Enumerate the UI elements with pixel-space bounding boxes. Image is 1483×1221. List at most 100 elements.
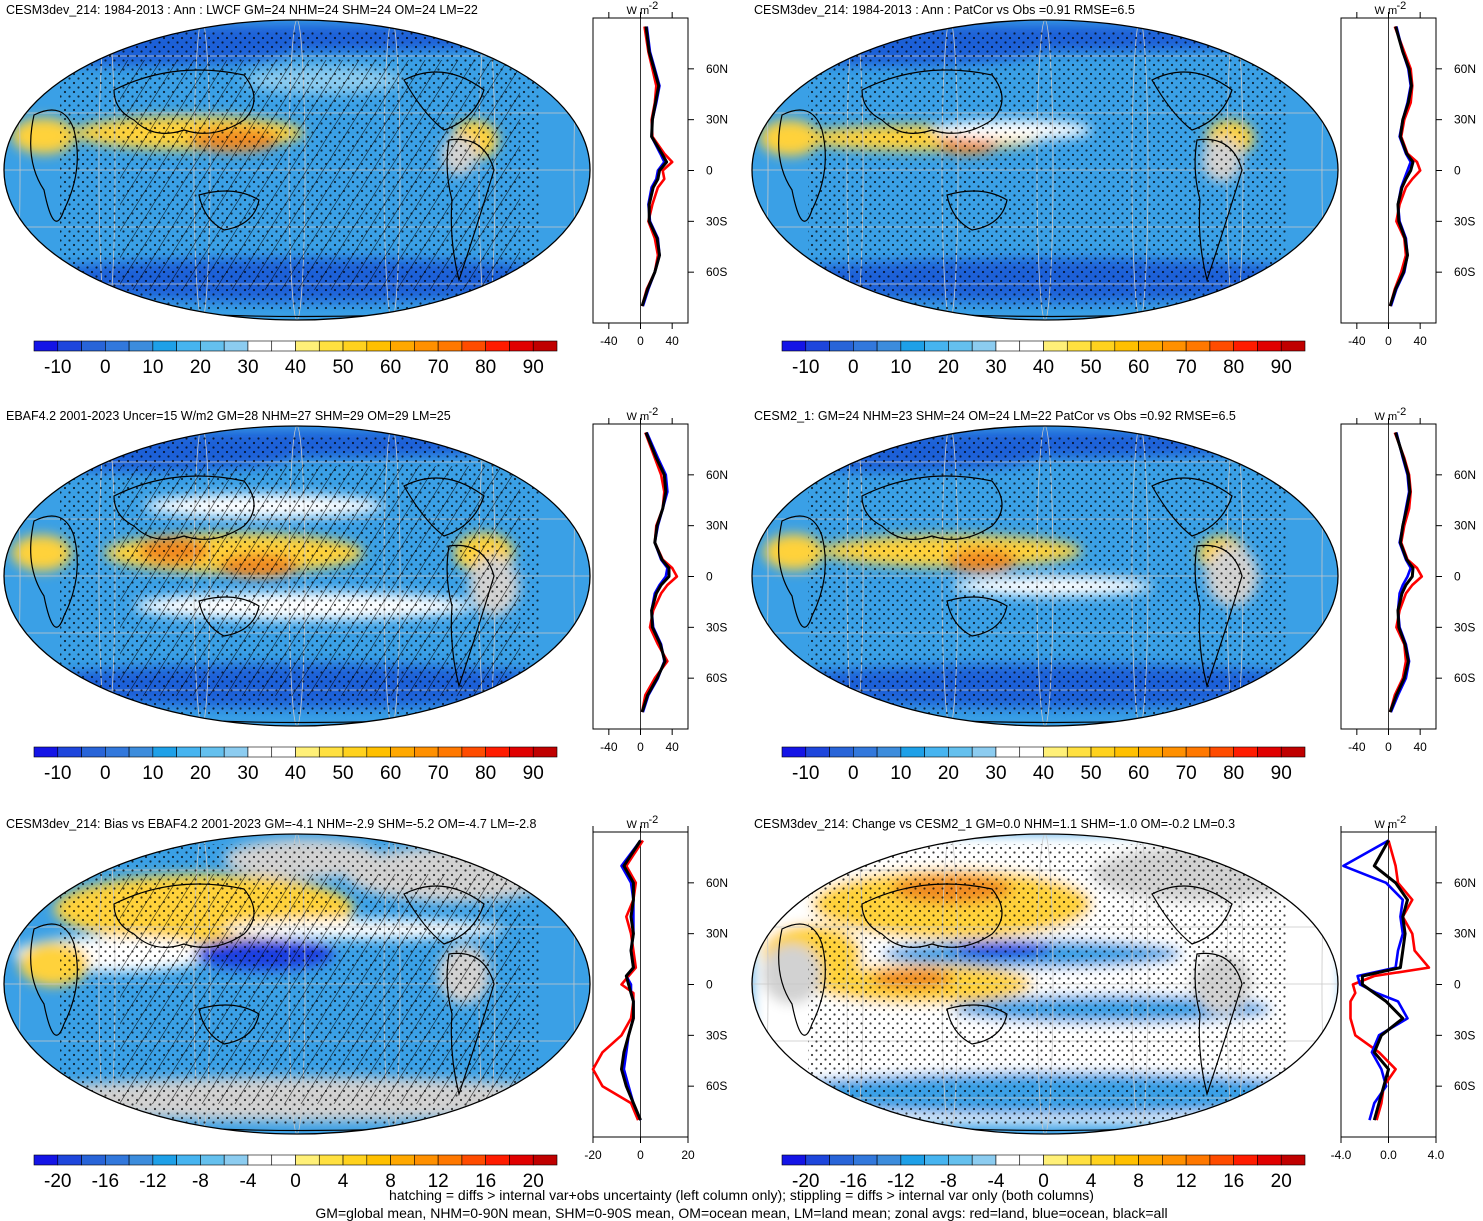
zonal-xtick: -20 (584, 1148, 602, 1162)
map-border (3, 833, 591, 1135)
panel-2: CESM3dev_214: 1984-2013 : Ann : PatCor v… (754, 3, 1135, 17)
zonal-series-all (640, 26, 669, 307)
lat-tick: 60N (706, 62, 728, 76)
colorbar-tick: 0 (100, 357, 111, 378)
colorbar-swatch (366, 1154, 391, 1166)
colorbar-tick: 30 (237, 763, 258, 784)
colorbar-swatch (1043, 746, 1068, 758)
colorbar-swatch (342, 746, 368, 758)
colorbar-tick: 12 (428, 1171, 449, 1192)
colorbar-swatch (57, 1154, 82, 1166)
colorbar-tick: 70 (428, 357, 449, 378)
colorbar-tick: 16 (1223, 1171, 1244, 1192)
colorbar-swatch (390, 340, 415, 352)
colorbar-swatch (805, 746, 830, 758)
colorbar-swatch (1114, 1154, 1139, 1166)
colorbar-tick: 0 (290, 1171, 301, 1192)
colorbar-swatch (342, 340, 368, 352)
colorbar-swatch (176, 1154, 201, 1166)
colorbar-tick: 80 (1223, 763, 1244, 784)
colorbar-tick: 4 (1086, 1171, 1097, 1192)
colorbar-swatch (1233, 340, 1258, 352)
colorbar-swatch (1019, 340, 1044, 352)
colorbar-swatch (509, 746, 534, 758)
lat-tick: 0 (1454, 164, 1461, 178)
colorbar-swatch (853, 340, 878, 352)
unit-superscript: -2 (1397, 406, 1407, 418)
colorbar-tick: 70 (428, 763, 449, 784)
colorbar-tick: -20 (44, 1171, 71, 1192)
colorbar-swatch (948, 340, 973, 352)
colorbar-swatch (532, 340, 558, 352)
colorbar-tick: 90 (1271, 763, 1292, 784)
colorbar-swatch (1138, 1154, 1163, 1166)
colorbar-swatch (200, 1154, 225, 1166)
colorbar-swatch (414, 746, 439, 758)
zonal-xtick: -40 (600, 334, 618, 348)
zonal-series-land (591, 839, 644, 1121)
lat-tick: 60N (706, 876, 728, 890)
colorbar-tick: 90 (523, 763, 544, 784)
lat-tick: 60S (1454, 1079, 1475, 1093)
zonal-series-all (620, 839, 642, 1121)
lat-tick: 30N (706, 927, 728, 941)
lat-tick: 30N (706, 113, 728, 127)
colorbar-swatch (1185, 1154, 1211, 1166)
panel-title: CESM3dev_214: 1984-2013 : Ann : PatCor v… (754, 3, 1135, 17)
lat-tick: 30N (1454, 519, 1476, 533)
colorbar-swatch (33, 746, 59, 758)
colorbar-swatch (924, 746, 949, 758)
colorbar-tick: 8 (1133, 1171, 1144, 1192)
map-field (4, 834, 590, 1134)
colorbar-swatch (1209, 340, 1234, 352)
unit-label: W m (627, 819, 650, 831)
colorbar-swatch (81, 746, 106, 758)
colorbar-tick: 50 (332, 357, 353, 378)
colorbar-tick: 40 (1033, 357, 1054, 378)
colorbar-tick: -8 (940, 1171, 957, 1192)
colorbar-tick: 40 (285, 763, 306, 784)
zonal-series-land (1349, 840, 1431, 1121)
colorbar-swatch (853, 1154, 878, 1166)
zonal-xtick: 40 (1413, 740, 1427, 754)
colorbar-tick: 40 (285, 357, 306, 378)
zonal-mean-plot: W m -2 -4.0 0.0 4.0 60N 30N 0 30S 60S (1331, 814, 1476, 1162)
colorbar-swatch (1257, 340, 1282, 352)
colorbar-swatch (223, 746, 249, 758)
map-field (752, 20, 1338, 320)
colorbar-swatch (995, 746, 1021, 758)
colorbar-swatch (1185, 746, 1211, 758)
colorbar-swatch (247, 746, 273, 758)
colorbar: -10 0 10 20 30 40 50 60 70 80 90 (781, 340, 1306, 378)
colorbar-tick: 10 (142, 763, 163, 784)
colorbar-tick: 60 (380, 357, 401, 378)
lat-tick: 60N (1454, 876, 1476, 890)
colorbar-tick: 70 (1176, 763, 1197, 784)
colorbar-tick: 20 (523, 1171, 544, 1192)
map-field (752, 834, 1338, 1134)
colorbar-swatch (342, 1154, 368, 1166)
hatching (120, 60, 520, 290)
zonal-series-all (1388, 26, 1415, 307)
colorbar-swatch (105, 1154, 130, 1166)
colorbar-swatch (1114, 340, 1139, 352)
colorbar-swatch (152, 746, 177, 758)
colorbar-tick: 8 (385, 1171, 396, 1192)
stippling (808, 436, 1288, 716)
colorbar-swatch (366, 340, 391, 352)
panel-title: EBAF4.2 2001-2023 Uncer=15 W/m2 GM=28 NH… (6, 409, 451, 423)
colorbar-tick: -4 (240, 1171, 257, 1192)
colorbar-tick: 80 (1223, 357, 1244, 378)
colorbar: -10 0 10 20 30 40 50 60 70 80 90 (33, 340, 558, 378)
colorbar-swatch (105, 340, 130, 352)
colorbar-swatch (1043, 340, 1068, 352)
colorbar-tick: 20 (938, 763, 959, 784)
colorbar-tick: 60 (1128, 763, 1149, 784)
lat-tick: 60S (706, 1079, 727, 1093)
zonal-xtick: 0 (637, 1148, 644, 1162)
colorbar-tick: 16 (475, 1171, 496, 1192)
colorbar-swatch (414, 1154, 439, 1166)
colorbar-swatch (318, 1154, 344, 1166)
colorbar-swatch (1090, 1154, 1116, 1166)
colorbar-swatch (1162, 1154, 1187, 1166)
